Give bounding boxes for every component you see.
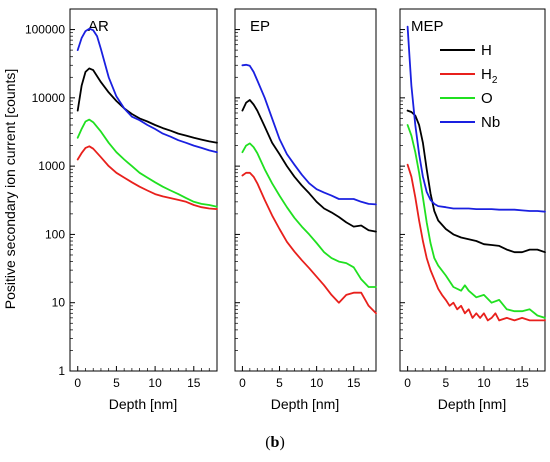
- x-tick-label: 0: [239, 376, 246, 390]
- x-axis-label: Depth [nm]: [109, 396, 177, 412]
- panel-title: MEP: [411, 18, 444, 35]
- x-tick-label: 0: [404, 376, 411, 390]
- y-tick-label: 100000: [25, 23, 65, 37]
- series-line-h: [241, 99, 377, 233]
- y-tick-label: 10000: [32, 91, 66, 105]
- x-tick-label: 10: [148, 376, 162, 390]
- x-ticks: 0 5 10 15: [74, 366, 210, 390]
- y-tick-label: 10: [52, 296, 66, 310]
- x-tick-label: 0: [74, 376, 81, 390]
- plot-frame: [399, 8, 546, 372]
- legend: H H2 O Nb: [440, 42, 500, 131]
- x-tick-label: 5: [276, 376, 283, 390]
- series-line-h2: [241, 171, 377, 315]
- series-line-o: [76, 118, 218, 208]
- x-axis-label: Depth [nm]: [438, 396, 506, 412]
- series-line-o: [241, 142, 377, 288]
- panel-ar: AR 1 10 100 1000 10000 100000 0 5 10 15 Depth [n…: [25, 8, 218, 412]
- figure-caption: (b): [265, 434, 285, 451]
- y-tick-label: 100: [45, 227, 65, 241]
- series-lines: [76, 27, 218, 211]
- legend-label-h2: H2: [481, 66, 498, 86]
- x-tick-label: 15: [187, 376, 201, 390]
- x-ticks: 0 5 10 15: [404, 366, 538, 390]
- x-tick-label: 5: [113, 376, 120, 390]
- x-axis-label: Depth [nm]: [271, 396, 339, 412]
- y-ticks: [235, 29, 240, 372]
- plot-frame: [69, 8, 218, 372]
- legend-label-o: O: [481, 90, 493, 107]
- y-tick-label: 1: [58, 364, 65, 378]
- y-axis-label: Positive secondary ion current [counts]: [2, 69, 18, 309]
- x-ticks: 0 5 10 15: [239, 366, 369, 390]
- plot-frame: [234, 8, 377, 372]
- x-tick-label: 5: [442, 376, 449, 390]
- y-tick-label: 1000: [38, 159, 65, 173]
- series-lines: [241, 63, 377, 315]
- series-line-nb: [406, 25, 546, 213]
- series-line-h: [76, 67, 218, 144]
- series-line-nb: [76, 27, 218, 154]
- legend-label-nb: Nb: [481, 114, 500, 131]
- x-tick-label: 10: [477, 376, 491, 390]
- series-line-o: [406, 124, 546, 319]
- x-tick-label: 15: [347, 376, 361, 390]
- y-ticks: 1 10 100 1000 10000 100000: [25, 23, 75, 378]
- series-line-h2: [406, 163, 546, 322]
- series-line-nb: [241, 63, 377, 206]
- series-line-h: [406, 109, 546, 254]
- series-lines: [406, 25, 546, 322]
- panel-ep: EP 0 5 10 15 Depth [nm]: [234, 8, 377, 412]
- series-line-h2: [76, 145, 218, 211]
- y-ticks: [400, 29, 405, 372]
- x-tick-label: 10: [310, 376, 324, 390]
- legend-label-h: H: [481, 42, 492, 59]
- panel-title: EP: [250, 18, 270, 35]
- panel-title: AR: [88, 18, 109, 35]
- panel-mep: MEP 0 5 10 15 H H2 O Nb Depth [nm]: [399, 8, 546, 412]
- x-tick-label: 15: [515, 376, 529, 390]
